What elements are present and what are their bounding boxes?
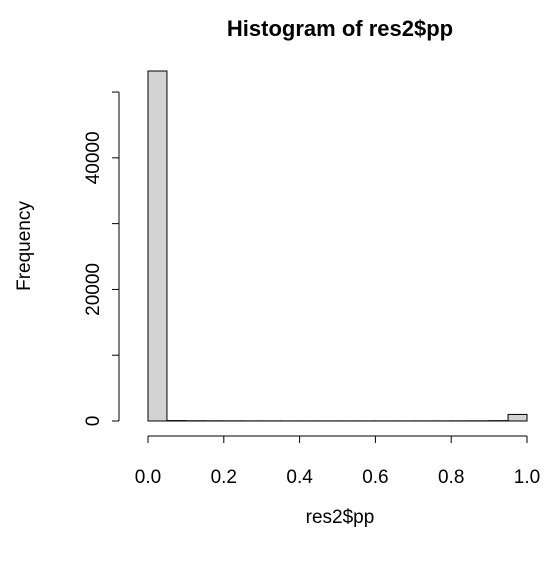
y-axis-label: Frequency bbox=[14, 201, 35, 291]
bar bbox=[507, 413, 528, 422]
x-tick-label: 0.6 bbox=[362, 467, 388, 488]
y-tick-label: 40000 bbox=[83, 131, 104, 184]
x-tick-label: 0.4 bbox=[286, 467, 313, 488]
x-tick-label: 1.0 bbox=[514, 467, 540, 488]
y-tick-label: 0 bbox=[83, 416, 104, 427]
x-tick-label: 0.2 bbox=[211, 467, 237, 488]
bar bbox=[147, 70, 168, 422]
chart-title: Histogram of res2$pp bbox=[227, 16, 453, 41]
x-tick-label: 0.0 bbox=[135, 467, 161, 488]
x-tick-label: 0.8 bbox=[438, 467, 464, 488]
x-axis-label: res2$pp bbox=[306, 507, 375, 528]
y-tick-label: 20000 bbox=[83, 263, 104, 316]
